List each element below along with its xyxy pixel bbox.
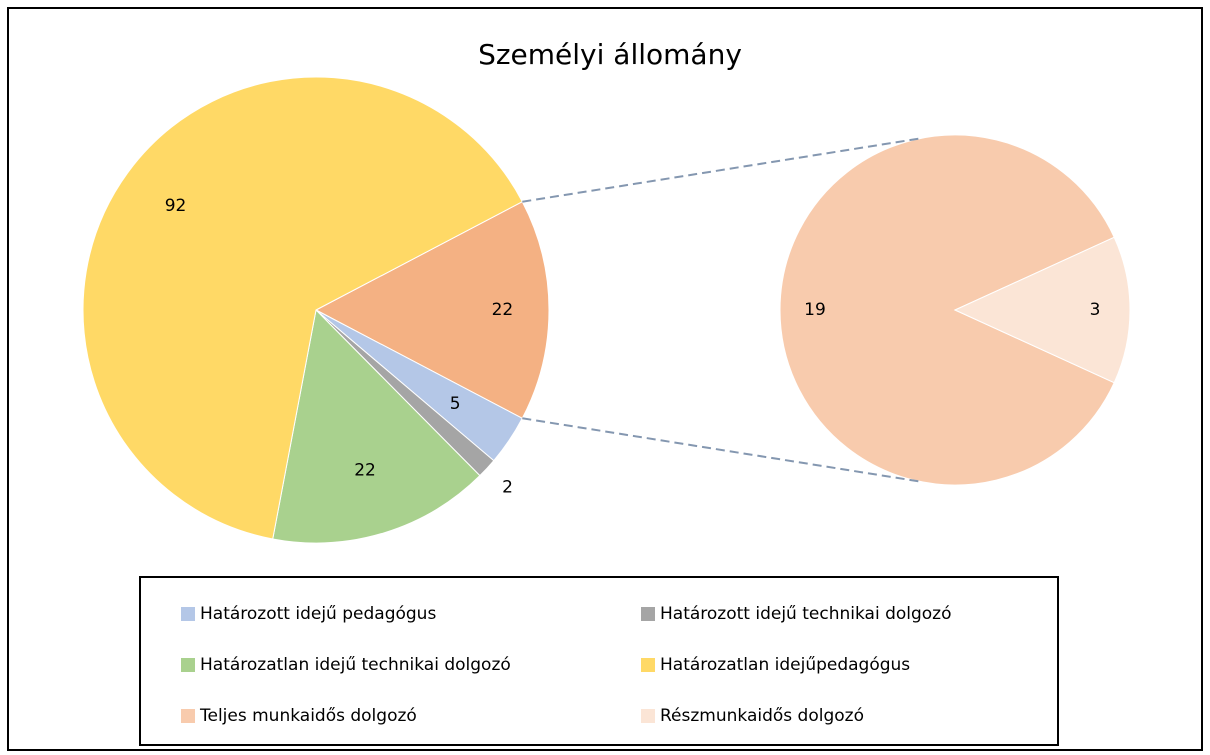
data-label: 22 — [354, 460, 376, 480]
legend-swatch — [641, 658, 655, 672]
pie-slice — [953, 236, 1131, 384]
pie-slice — [82, 76, 523, 540]
data-label: 22 — [492, 300, 514, 320]
connector-line — [522, 137, 922, 203]
connector-line — [522, 417, 922, 483]
legend-swatch — [641, 709, 655, 723]
legend-label: Határozatlan idejűpedagógus — [660, 655, 910, 675]
pie-slice — [272, 308, 481, 544]
legend-label: Teljes munkaidős dolgozó — [199, 706, 417, 726]
legend-swatch — [181, 709, 195, 723]
pie-slice — [779, 134, 1115, 486]
legend-label: Határozatlan idejű technikai dolgozó — [200, 655, 511, 675]
legend-label: Részmunkaidős dolgozó — [660, 706, 864, 726]
legend-swatch — [181, 607, 195, 621]
data-label: 19 — [804, 300, 826, 320]
data-label: 5 — [450, 394, 461, 414]
legend-swatch — [641, 607, 655, 621]
legend-label: Határozott idejű technikai dolgozó — [660, 604, 952, 624]
data-label: 92 — [165, 196, 187, 216]
pie-slice — [314, 201, 550, 419]
chart-title: Személyi állomány — [478, 38, 742, 71]
data-label: 2 — [502, 477, 513, 497]
legend-box — [139, 576, 1059, 746]
legend-swatch — [181, 658, 195, 672]
legend-label: Határozott idejű pedagógus — [200, 604, 436, 624]
data-label: 3 — [1090, 300, 1101, 320]
